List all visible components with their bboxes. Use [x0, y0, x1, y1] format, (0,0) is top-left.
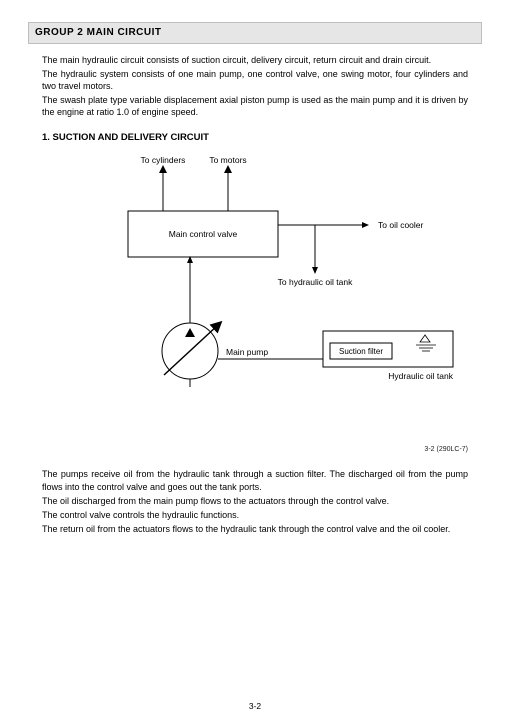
body-p4: The return oil from the actuators flows … [42, 523, 468, 535]
label-main-pump: Main pump [226, 347, 268, 357]
section-title: GROUP 2 MAIN CIRCUIT [28, 22, 482, 44]
label-to-motors: To motors [209, 155, 246, 165]
body-block: The pumps receive oil from the hydraulic… [42, 468, 468, 535]
label-to-hydraulic-tank: To hydraulic oil tank [278, 277, 353, 287]
title-prefix: GROUP 2 [35, 27, 87, 38]
title-main: MAIN CIRCUIT [87, 27, 162, 38]
body-p1: The pumps receive oil from the hydraulic… [42, 468, 468, 492]
diagram-svg: To cylinders To motors Main control valv… [68, 151, 478, 431]
body-p2: The oil discharged from the main pump fl… [42, 495, 468, 507]
subheading: 1. SUCTION AND DELIVERY CIRCUIT [42, 132, 482, 145]
label-to-oil-cooler: To oil cooler [378, 220, 424, 230]
label-to-cylinders: To cylinders [141, 155, 186, 165]
label-hydraulic-oil-tank: Hydraulic oil tank [388, 371, 453, 381]
intro-block: The main hydraulic circuit consists of s… [42, 54, 468, 119]
body-p3: The control valve controls the hydraulic… [42, 509, 468, 521]
page-number: 3-2 [0, 701, 510, 712]
label-main-control-valve: Main control valve [169, 229, 238, 239]
intro-p1: The main hydraulic circuit consists of s… [42, 54, 468, 66]
figure-reference: 3-2 (290LC-7) [28, 445, 468, 454]
label-suction-filter: Suction filter [339, 347, 383, 356]
intro-p3: The swash plate type variable displaceme… [42, 94, 468, 118]
intro-p2: The hydraulic system consists of one mai… [42, 68, 468, 92]
hydraulic-diagram: To cylinders To motors Main control valv… [68, 151, 478, 431]
